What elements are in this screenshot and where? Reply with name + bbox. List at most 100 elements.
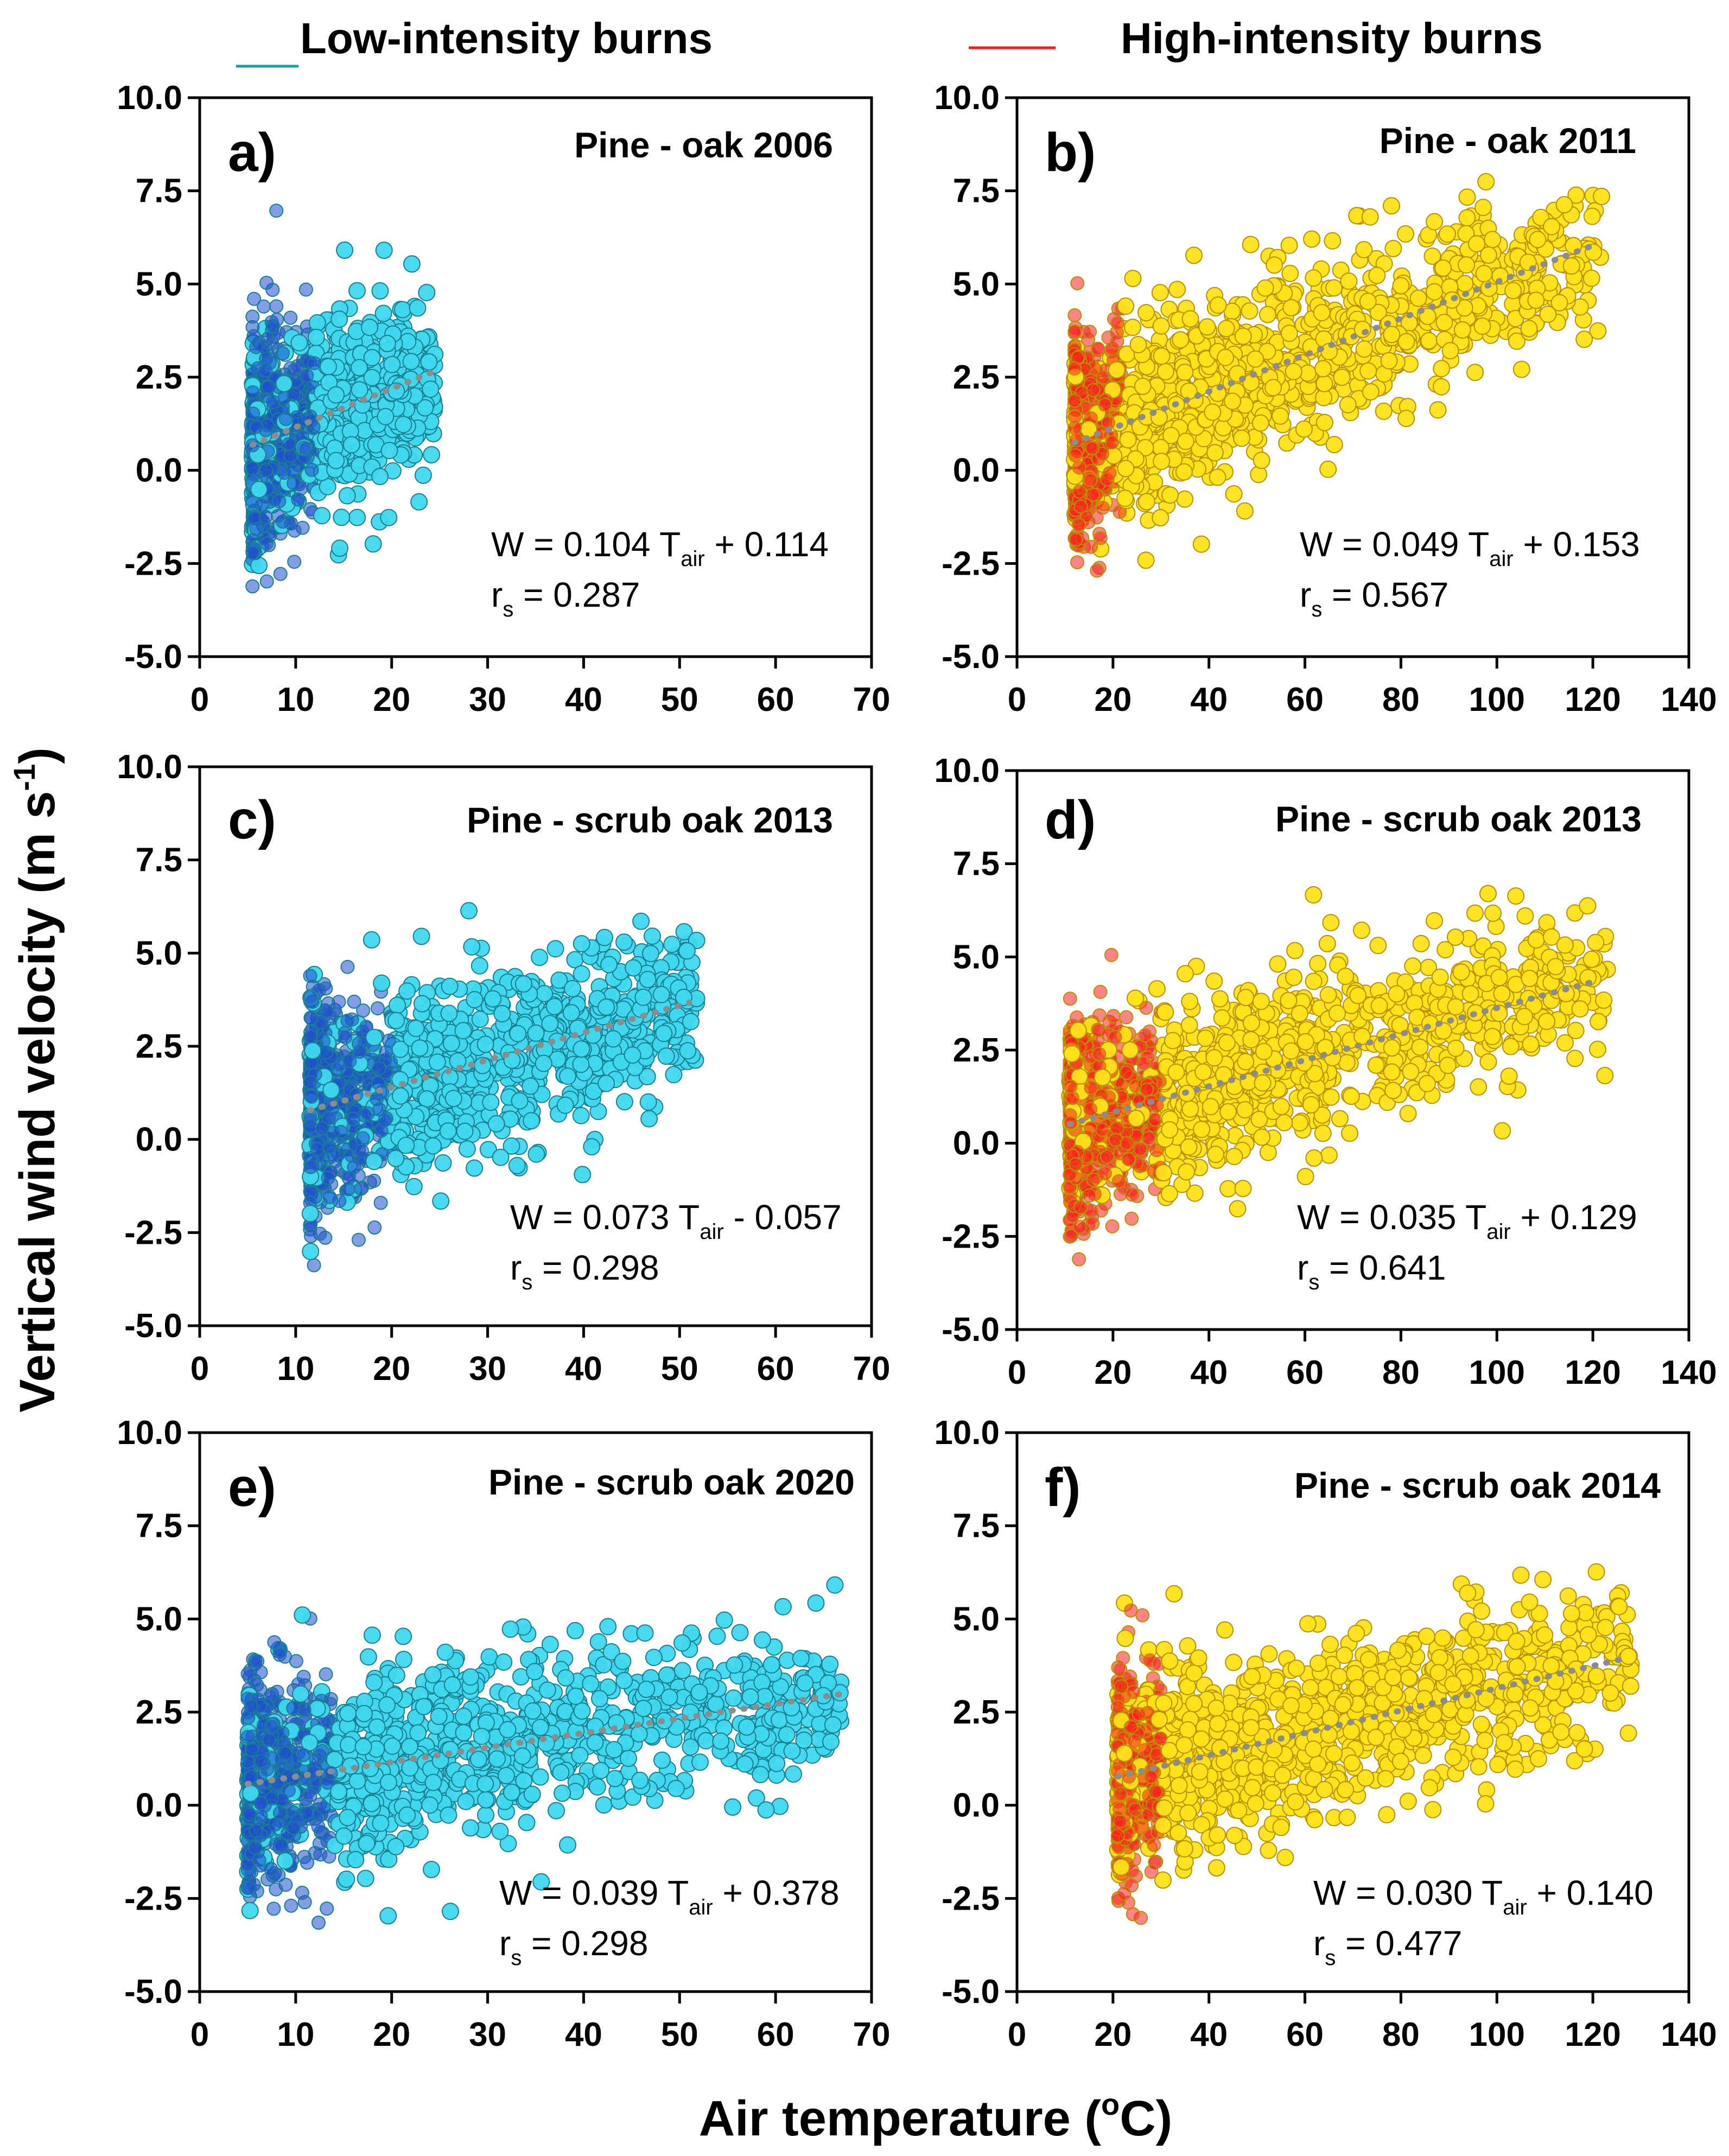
data-point xyxy=(1529,231,1547,249)
x-tick-label: 80 xyxy=(1382,1354,1420,1391)
data-point xyxy=(1280,237,1298,255)
data-point xyxy=(639,971,657,988)
data-point xyxy=(665,1066,683,1084)
spearman-rs: rs = 0.287 xyxy=(491,575,640,621)
data-point xyxy=(1266,256,1283,274)
data-point xyxy=(409,299,427,317)
data-point xyxy=(1512,360,1530,378)
data-point xyxy=(423,446,441,463)
y-axis-title: Vertical wind velocity (m s-1) xyxy=(7,747,65,1413)
data-point xyxy=(1241,302,1258,320)
data-point xyxy=(1520,320,1538,338)
data-point xyxy=(371,282,389,300)
data-point xyxy=(387,1149,405,1167)
data-point xyxy=(644,927,661,945)
data-point xyxy=(1484,231,1502,249)
x-tick-label: 20 xyxy=(373,1350,410,1388)
data-point xyxy=(463,938,481,956)
data-point xyxy=(303,1119,317,1134)
data-point xyxy=(564,980,582,997)
data-point xyxy=(352,1045,367,1059)
data-point xyxy=(1093,531,1108,545)
data-point xyxy=(432,1192,450,1210)
data-point xyxy=(1134,377,1152,395)
data-point xyxy=(460,902,478,920)
data-point xyxy=(1124,270,1142,288)
data-point xyxy=(1176,364,1194,381)
x-tick-label: 140 xyxy=(1661,1354,1717,1391)
data-point xyxy=(304,1011,319,1026)
x-tick-label: 50 xyxy=(661,1350,698,1388)
x-tick-label: 40 xyxy=(565,1350,602,1388)
data-point xyxy=(361,319,378,336)
data-point xyxy=(1156,362,1174,380)
data-point xyxy=(1340,272,1358,290)
data-point xyxy=(303,1160,318,1174)
data-point xyxy=(1397,410,1415,427)
data-point xyxy=(1384,240,1402,257)
data-point xyxy=(1083,473,1098,487)
data-point xyxy=(441,977,459,995)
data-point xyxy=(1583,207,1601,225)
data-point xyxy=(1063,991,1077,1006)
data-point xyxy=(283,449,298,463)
spearman-rs: rs = 0.298 xyxy=(510,1248,659,1294)
data-point xyxy=(1247,350,1264,368)
data-point xyxy=(250,481,268,498)
data-point xyxy=(1070,555,1085,570)
data-point xyxy=(1458,209,1476,227)
data-point xyxy=(1313,304,1331,322)
data-point xyxy=(1380,352,1398,370)
panel-letter: c) xyxy=(228,790,276,850)
data-point xyxy=(319,1045,333,1060)
y-tick-label: 7.5 xyxy=(136,842,182,879)
data-point xyxy=(367,1220,382,1235)
y-tick-label: 0.0 xyxy=(136,1121,182,1159)
data-point xyxy=(456,1122,474,1140)
data-point xyxy=(559,1067,577,1085)
x-axis-title-main: Air temperature ( xyxy=(699,2091,1102,2146)
data-point xyxy=(1100,472,1115,487)
data-point xyxy=(275,346,290,360)
y-tick-label: 10.0 xyxy=(934,752,1000,790)
data-point xyxy=(440,1004,458,1022)
data-point xyxy=(1206,444,1224,462)
data-point xyxy=(1433,360,1451,378)
data-point xyxy=(1355,340,1373,358)
data-point xyxy=(246,329,261,344)
data-point xyxy=(1259,1143,1277,1161)
panel-c: -5.0-2.50.02.55.07.510.00 10 20 30 40 50 60 70c… xyxy=(117,748,890,1388)
data-point xyxy=(1124,319,1142,336)
data-point xyxy=(541,1015,559,1033)
data-point xyxy=(1359,362,1377,380)
data-point xyxy=(1258,306,1276,323)
y-axis-title-end: ) xyxy=(10,747,65,764)
data-point xyxy=(259,276,274,290)
data-point xyxy=(259,536,274,551)
data-point xyxy=(434,1154,452,1172)
data-point xyxy=(1375,402,1393,420)
data-point xyxy=(1333,368,1351,386)
data-point xyxy=(370,1001,385,1016)
data-point xyxy=(1176,490,1194,508)
data-point xyxy=(1435,314,1453,332)
data-point xyxy=(1086,383,1101,397)
data-point xyxy=(546,940,564,958)
y-tick-label: 2.5 xyxy=(136,359,182,396)
data-point xyxy=(307,1258,321,1273)
data-point xyxy=(307,356,322,371)
x-tick-label: 60 xyxy=(757,681,794,718)
data-point xyxy=(331,539,348,557)
y-tick-label: 2.5 xyxy=(953,359,1000,396)
y-tick-label: 0.0 xyxy=(953,1125,1000,1162)
data-point xyxy=(1575,330,1593,348)
data-point xyxy=(1152,509,1169,526)
data-point xyxy=(583,1138,601,1156)
data-point xyxy=(471,957,488,975)
data-point xyxy=(1392,277,1410,295)
data-point xyxy=(1256,279,1274,297)
data-point xyxy=(1272,407,1289,425)
x-tick-label: 30 xyxy=(469,1350,506,1388)
data-point xyxy=(283,310,298,325)
y-tick-label: -2.5 xyxy=(942,1218,1000,1255)
